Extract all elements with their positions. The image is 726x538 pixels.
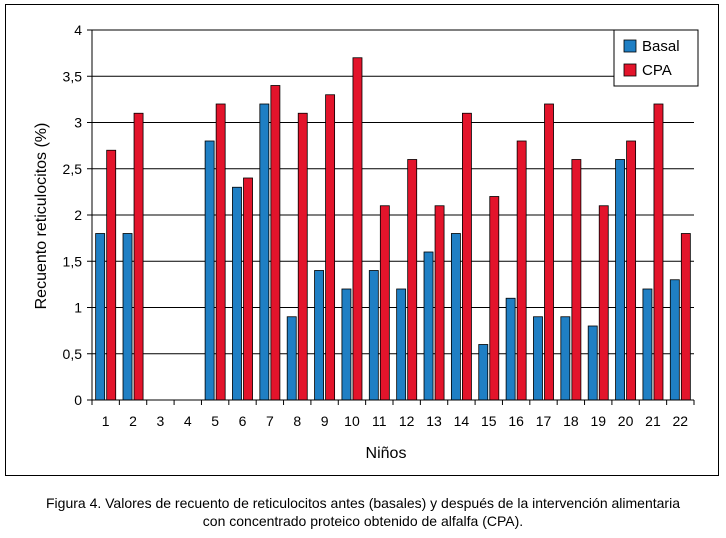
x-axis-label: Niños [366,445,407,462]
bar-cpa-15 [489,196,500,401]
bar-basal-13 [423,251,434,401]
bar-basal-19 [587,325,598,401]
bar-basal-6 [232,186,242,401]
bar-cpa-22 [680,233,691,401]
bar-basal-2 [122,233,133,401]
bar-cpa-11 [379,205,390,401]
bar-basal-7 [259,103,270,401]
bar-basal-8 [286,316,297,401]
bars [95,57,691,401]
y-tick-label: 3,5 [63,68,83,84]
bar-cpa-9 [325,94,336,401]
x-tick-label: 1 [102,413,110,429]
y-tick-label: 1 [74,300,82,316]
bar-cpa-13 [434,205,445,401]
y-tick-label: 1,5 [63,253,83,269]
bar-cpa-10 [352,57,363,401]
figure-caption: Figura 4. Valores de recuento de reticul… [0,494,726,530]
y-tick-labels: 0 0,5 1 1,5 2 2,5 3 3,5 4 [63,22,83,408]
y-tick-label: 0 [74,392,82,408]
x-tick-label: 14 [454,413,470,429]
x-tick-label: 16 [508,413,524,429]
reticulocyte-bar-chart: 00,511,522,533,54 1 2 3 4 5 6 7 8 9 10 11 12 13 14 15 1… [33,22,699,462]
x-tick-label: 10 [344,413,360,429]
x-tick-label: 20 [618,413,634,429]
bar-basal-14 [450,233,461,401]
x-tick-label: 5 [211,413,219,429]
bar-basal-22 [669,279,680,401]
bar-basal-18 [560,316,571,401]
bar-basal-15 [478,344,489,401]
bar-cpa-19 [598,205,609,401]
axes [87,29,695,405]
caption-line-1: Figura 4. Valores de recuento de reticul… [46,495,680,511]
y-tick-label: 2,5 [63,161,83,177]
bar-basal-1 [95,233,106,401]
x-tick-labels: 1 2 3 4 5 6 7 8 9 10 11 12 13 14 15 16 17 18 19 20 21 22 [102,413,689,429]
bar-cpa-1 [106,149,117,401]
bar-basal-20 [615,159,625,401]
x-tick-label: 18 [563,413,579,429]
bar-basal-16 [505,297,516,401]
x-tick-label: 12 [399,413,415,429]
legend-label-basal: Basal [642,38,680,55]
bar-cpa-21 [653,103,664,401]
bar-cpa-2 [133,112,144,401]
bar-cpa-12 [407,159,418,401]
bar-cpa-8 [297,112,308,401]
bar-cpa-6 [243,177,253,401]
chart-frame [5,4,719,476]
x-tick-label: 6 [239,413,247,429]
bar-cpa-20 [626,140,637,401]
legend-swatch-cpa [623,63,637,77]
x-tick-label: 21 [645,413,661,429]
bar-cpa-14 [462,112,472,401]
y-tick-label: 2 [74,207,82,223]
x-tick-label: 11 [372,413,387,429]
x-tick-label: 4 [184,413,192,429]
x-tick-label: 3 [157,413,165,429]
bar-cpa-16 [516,140,527,401]
legend: Basal CPA [613,29,699,87]
x-tick-label: 19 [590,413,606,429]
bar-cpa-5 [215,103,226,401]
legend-swatch-basal [623,39,637,53]
legend-label-cpa: CPA [642,62,672,79]
bar-basal-21 [642,288,653,401]
x-tick-label: 2 [129,413,137,429]
x-tick-label: 9 [321,413,329,429]
caption-line-2: con concentrado proteico obtenido de alf… [202,513,524,529]
bar-cpa-18 [571,159,582,401]
bar-cpa-7 [270,85,281,401]
bar-basal-17 [533,316,543,401]
x-tick-label: 8 [293,413,301,429]
bar-basal-10 [341,288,352,401]
bar-basal-9 [314,270,324,401]
x-tick-label: 17 [536,413,552,429]
bar-cpa-17 [544,103,554,401]
bar-basal-12 [396,288,407,401]
x-tick-label: 15 [481,413,497,429]
bar-basal-11 [368,270,379,401]
y-tick-label: 4 [74,22,82,38]
y-axis-label: Recuento reticulocitos (%) [33,123,50,310]
x-tick-label: 13 [426,413,442,429]
y-tick-label: 3 [74,115,82,131]
legend-box [613,29,699,87]
y-tick-label: 0,5 [63,346,83,362]
x-tick-label: 22 [673,413,689,429]
x-tick-label: 7 [266,413,274,429]
bar-basal-5 [204,140,215,401]
